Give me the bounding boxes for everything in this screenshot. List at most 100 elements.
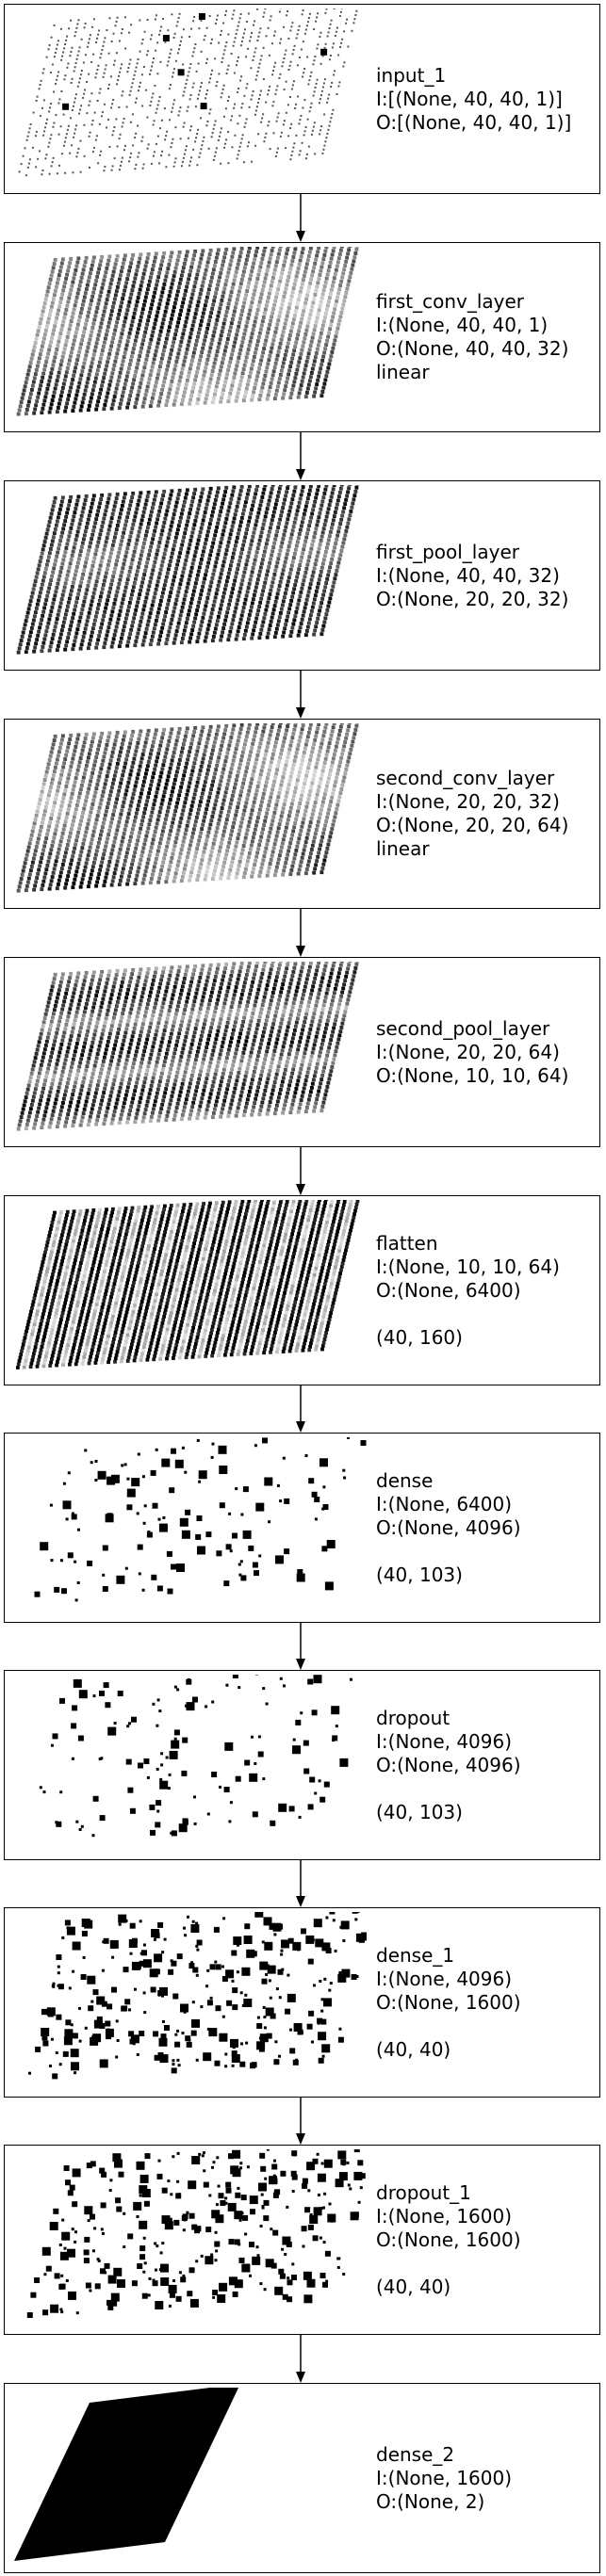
activation-cell: [180, 637, 185, 640]
activation-cell: [97, 634, 102, 638]
activation-cell: [292, 489, 297, 494]
activation-cell: [203, 303, 207, 308]
activation-cell: [207, 588, 212, 592]
activation-cell: [182, 535, 187, 540]
activation-cell: [333, 272, 337, 276]
activation-cell: [336, 295, 340, 300]
activation-cell: [322, 148, 325, 151]
activation-cell: [320, 125, 323, 128]
activation-cell: [108, 17, 111, 20]
activation-cell: [115, 492, 120, 496]
activation-cell: [154, 18, 156, 21]
activation-cell: [274, 326, 279, 331]
activation-cell: [179, 40, 182, 42]
activation-cell: [51, 839, 56, 844]
activation-cell: [334, 267, 338, 272]
activation-cell: [51, 266, 56, 270]
activation-cell: [144, 260, 149, 265]
layer-box-first-pool-layer: first_pool_layer I:(None, 40, 40, 32) O:(N…: [4, 480, 600, 671]
activation-cell: [292, 552, 297, 556]
activation-cell: [65, 366, 70, 370]
activation-cell: [214, 255, 219, 260]
activation-cell: [82, 96, 85, 99]
activation-cell: [210, 271, 215, 276]
activation-cell: [154, 381, 158, 384]
activation-cell: [230, 493, 235, 497]
activation-cell: [114, 735, 119, 738]
activation-cell: [75, 322, 80, 327]
activation-cell: [124, 550, 129, 555]
activation-cell: [321, 257, 326, 262]
activation-cell: [297, 29, 300, 31]
activation-cell: [78, 646, 83, 651]
activation-cell: [128, 62, 131, 65]
activation-cell: [345, 255, 350, 260]
activation-cell: [92, 380, 97, 384]
activation-cell: [141, 167, 144, 170]
activation-cell: [337, 491, 342, 494]
activation-cell: [88, 510, 92, 514]
activation-cell: [255, 546, 260, 550]
activation-cell: [178, 582, 183, 587]
activation-cell: [172, 578, 176, 583]
activation-cell: [91, 861, 96, 865]
activation-cell: [69, 256, 74, 261]
activation-cell: [260, 385, 265, 390]
activation-cell: [61, 527, 66, 531]
activation-cell: [91, 384, 96, 388]
activation-cell: [319, 570, 323, 574]
activation-cell: [155, 614, 159, 619]
activation-cell: [120, 266, 124, 269]
activation-cell: [172, 371, 176, 376]
activation-cell: [128, 358, 133, 363]
activation-cell: [233, 305, 237, 310]
activation-cell: [76, 764, 81, 769]
activation-cell: [250, 363, 254, 367]
activation-cell: [58, 98, 61, 101]
activation-cell: [301, 13, 303, 16]
activation-cell: [267, 389, 271, 394]
activation-cell: [307, 250, 312, 254]
activation-cell: [117, 582, 122, 586]
activation-cell: [134, 811, 139, 816]
activation-cell: [254, 620, 258, 624]
activation-cell: [41, 72, 44, 74]
activation-cell: [288, 298, 293, 302]
activation-cell: [254, 554, 258, 559]
activation-cell: [32, 111, 35, 114]
activation-cell: [298, 325, 303, 329]
activation-cell: [63, 519, 68, 523]
activation-cell: [313, 293, 318, 297]
activation-cell: [35, 809, 40, 814]
activation-cell: [215, 147, 218, 150]
activation-cell: [198, 737, 203, 741]
activation-cell: [254, 616, 259, 621]
activation-cell: [118, 273, 123, 278]
activation-cell: [210, 369, 215, 373]
activation-cell: [79, 752, 84, 756]
activation-cell: [147, 377, 152, 381]
activation-cell: [179, 848, 184, 851]
activation-cell: [202, 784, 206, 788]
activation-cell: [355, 485, 360, 486]
activation-cell: [199, 152, 202, 154]
activation-cell: [173, 395, 178, 399]
activation-cell: [252, 59, 254, 61]
activation-cell: [270, 485, 275, 487]
activation-cell: [53, 24, 56, 26]
activation-cell: [222, 317, 227, 322]
activation-cell: [83, 498, 88, 502]
activation-cell: [64, 276, 69, 281]
flow-arrow-head: [296, 469, 305, 480]
activation-cell: [277, 112, 280, 115]
activation-cell: [303, 72, 305, 74]
activation-cell: [289, 532, 294, 537]
activation-cell: [83, 865, 88, 869]
activation-cell: [287, 301, 292, 306]
activation-cell: [74, 745, 78, 749]
activation-cell: [86, 822, 90, 826]
activation-cell: [170, 551, 174, 556]
activation-cell: [137, 498, 141, 503]
activation-cell: [119, 812, 123, 817]
activation-cell: [303, 633, 308, 638]
